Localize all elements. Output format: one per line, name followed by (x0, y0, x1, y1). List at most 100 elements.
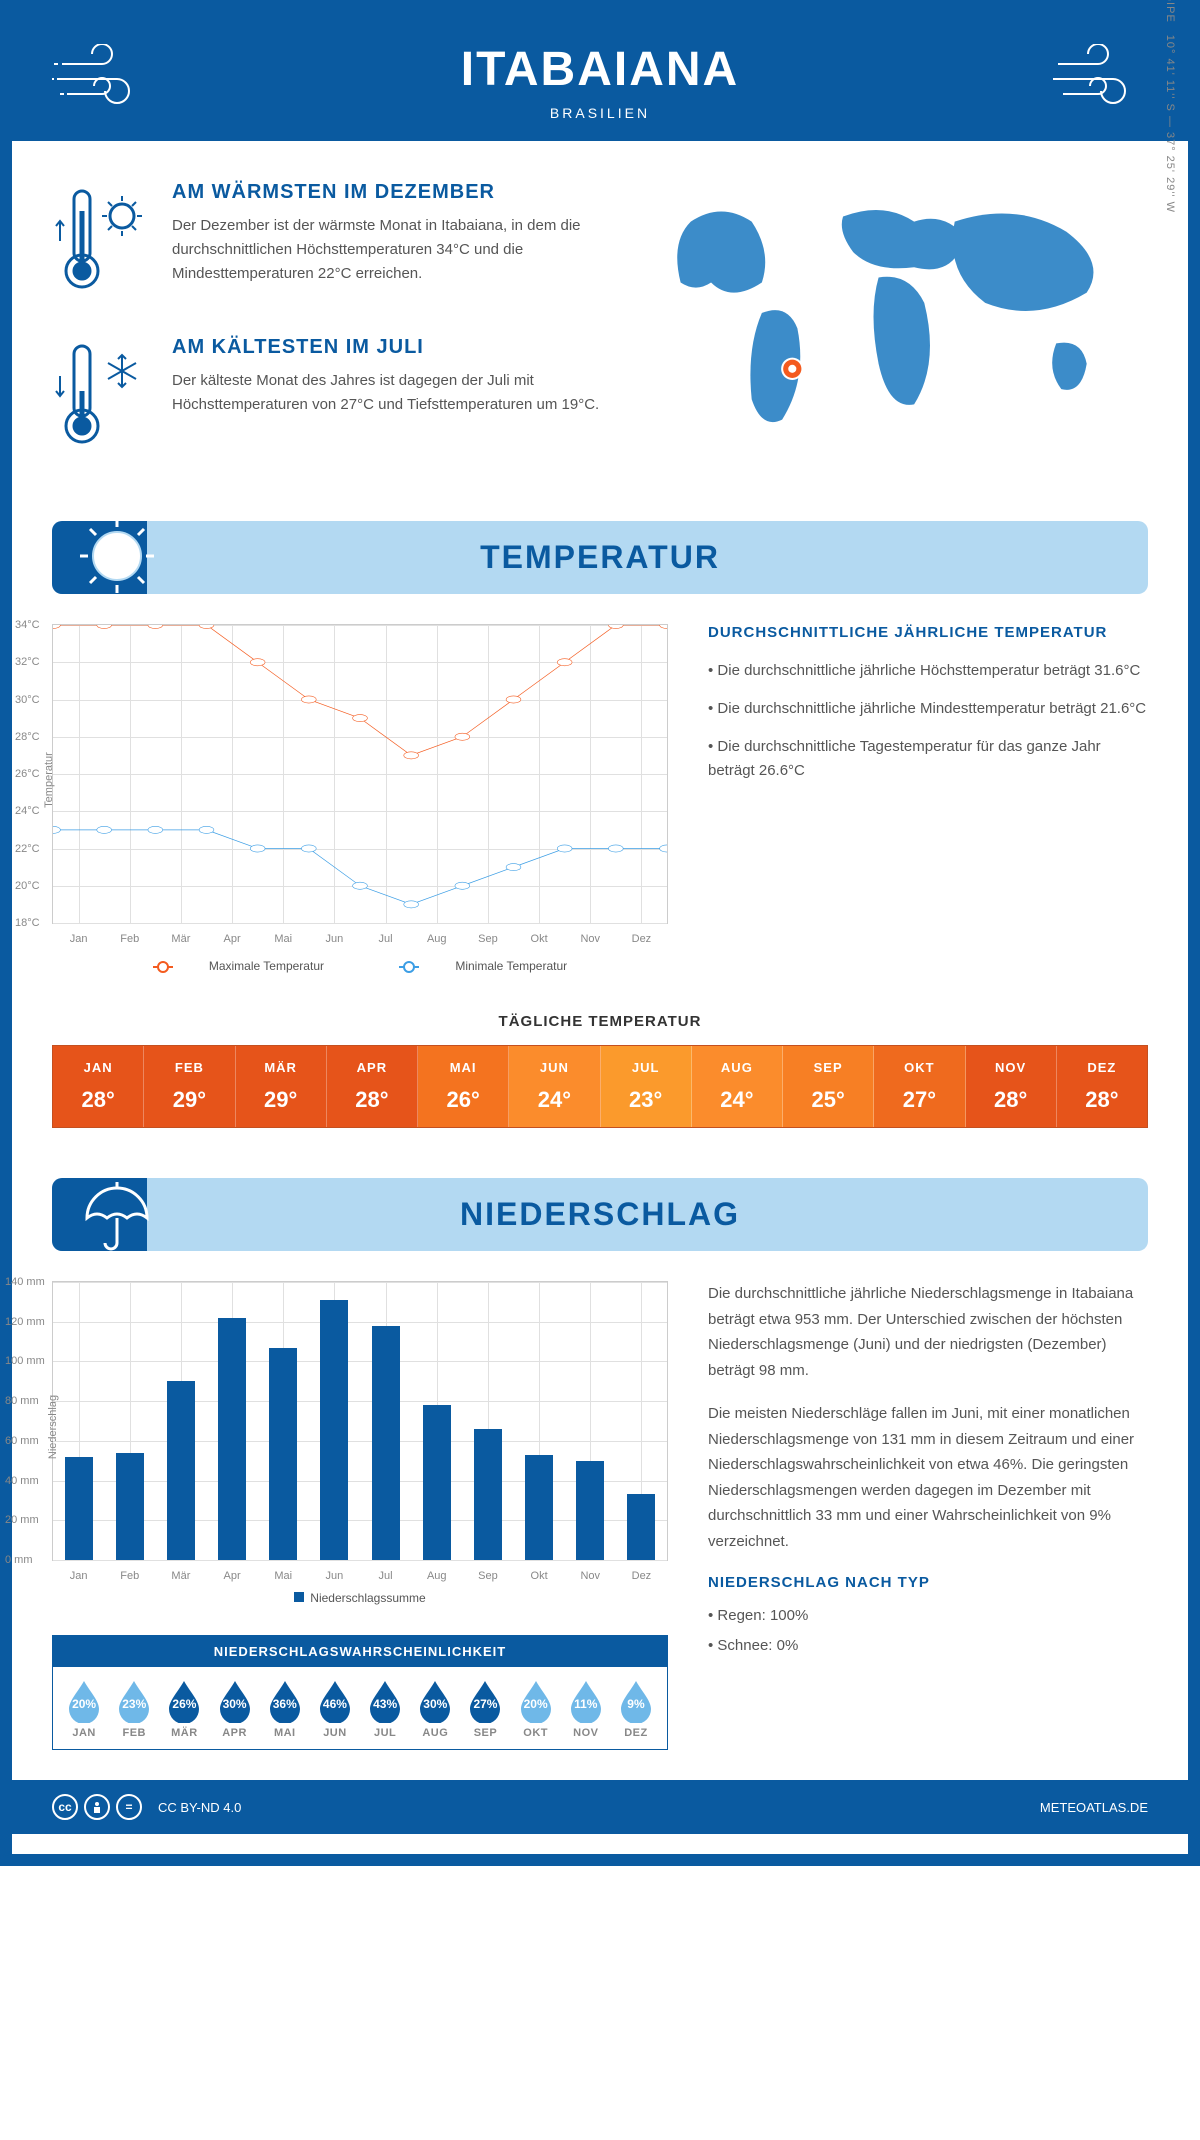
daily-value: 29° (240, 1087, 322, 1113)
prob-cell: 27% (460, 1679, 510, 1723)
wind-icon (1048, 44, 1148, 119)
daily-cell: SEP25° (783, 1046, 874, 1127)
prob-month: DEZ (611, 1727, 661, 1739)
y-tick: 40 mm (5, 1475, 39, 1487)
raindrop-icon: 46% (316, 1679, 354, 1723)
precip-bar (218, 1318, 246, 1560)
precip-p1: Die durchschnittliche jährliche Niedersc… (708, 1281, 1148, 1383)
thermometer-sun-icon (52, 181, 152, 306)
daily-cell: APR28° (327, 1046, 418, 1127)
raindrop-icon: 23% (115, 1679, 153, 1723)
raindrop-icon: 30% (216, 1679, 254, 1723)
y-tick: 0 mm (5, 1554, 33, 1566)
y-tick: 60 mm (5, 1435, 39, 1447)
x-tick: Dez (632, 1570, 652, 1582)
x-tick: Nov (580, 1570, 600, 1582)
daily-month: NOV (970, 1060, 1052, 1075)
y-tick: 28°C (15, 731, 40, 743)
x-tick: Mär (171, 1570, 190, 1582)
x-tick: Feb (120, 1570, 139, 1582)
daily-cell: MAI26° (418, 1046, 509, 1127)
daily-value: 28° (57, 1087, 139, 1113)
cc-icons: cc = CC BY-ND 4.0 (52, 1794, 241, 1820)
y-tick: 22°C (15, 843, 40, 855)
precip-legend: Niederschlagssumme (52, 1591, 668, 1605)
temperature-chart: Temperatur 18°C20°C22°C24°C26°C28°C30°C3… (52, 624, 668, 973)
y-tick: 100 mm (5, 1355, 45, 1367)
y-tick: 140 mm (5, 1276, 45, 1288)
prob-month: AUG (410, 1727, 460, 1739)
daily-cell: JUN24° (509, 1046, 600, 1127)
x-tick: Jul (379, 1570, 393, 1582)
precip-text: Die durchschnittliche jährliche Niedersc… (708, 1281, 1148, 1750)
country-label: BRASILIEN (152, 105, 1048, 121)
daily-value: 24° (513, 1087, 595, 1113)
daily-month: OKT (878, 1060, 960, 1075)
x-tick: Nov (580, 933, 600, 945)
y-tick: 24°C (15, 805, 40, 817)
temperature-banner: TEMPERATUR (52, 521, 1148, 594)
map-block: SERGIPE10° 41' 11'' S — 37° 25' 29'' W (640, 181, 1148, 491)
prob-cell: 20% (59, 1679, 109, 1723)
x-tick: Aug (427, 1570, 447, 1582)
y-tick: 34°C (15, 619, 40, 631)
daily-value: 26° (422, 1087, 504, 1113)
precip-bar (65, 1457, 93, 1560)
prob-cell: 30% (410, 1679, 460, 1723)
daily-cell: OKT27° (874, 1046, 965, 1127)
wind-icon (52, 44, 152, 119)
prob-cell: 20% (511, 1679, 561, 1723)
raindrop-icon: 9% (617, 1679, 655, 1723)
prob-month: MAI (260, 1727, 310, 1739)
daily-month: AUG (696, 1060, 778, 1075)
daily-value: 23° (605, 1087, 687, 1113)
coordinates: SERGIPE10° 41' 11'' S — 37° 25' 29'' W (1164, 0, 1176, 213)
precip-heading: NIEDERSCHLAG (82, 1196, 1118, 1233)
precip-type-bullet: • Regen: 100% (708, 1603, 1148, 1629)
x-tick: Mai (274, 1570, 292, 1582)
prob-month: SEP (460, 1727, 510, 1739)
daily-month: SEP (787, 1060, 869, 1075)
probability-box: NIEDERSCHLAGSWAHRSCHEINLICHKEIT 20%23%26… (52, 1635, 668, 1750)
temperature-text: DURCHSCHNITTLICHE JÄHRLICHE TEMPERATUR •… (708, 624, 1148, 973)
daily-cell: AUG24° (692, 1046, 783, 1127)
page-title: ITABAIANA (152, 42, 1048, 97)
raindrop-icon: 11% (567, 1679, 605, 1723)
x-tick: Mai (274, 933, 292, 945)
y-tick: 18°C (15, 917, 40, 929)
daily-cell: JAN28° (53, 1046, 144, 1127)
precip-bar (372, 1326, 400, 1560)
daily-cell: FEB29° (144, 1046, 235, 1127)
precip-bar (576, 1461, 604, 1560)
daily-cell: JUL23° (601, 1046, 692, 1127)
thermometer-snow-icon (52, 336, 152, 461)
precip-type-bullet: • Schnee: 0% (708, 1633, 1148, 1659)
cc-icon: cc (52, 1794, 78, 1820)
prob-month: NOV (561, 1727, 611, 1739)
cc-nd-icon: = (116, 1794, 142, 1820)
sun-icon (72, 511, 162, 601)
prob-cell: 43% (360, 1679, 410, 1723)
precip-bar (320, 1300, 348, 1560)
x-tick: Okt (531, 1570, 548, 1582)
prob-month: MÄR (159, 1727, 209, 1739)
precip-bar (474, 1429, 502, 1560)
x-tick: Feb (120, 933, 139, 945)
daily-cell: DEZ28° (1057, 1046, 1147, 1127)
prob-cell: 23% (109, 1679, 159, 1723)
y-tick: 30°C (15, 694, 40, 706)
precip-chart: Niederschlag 0 mm20 mm40 mm60 mm80 mm100… (52, 1281, 668, 1750)
x-tick: Dez (632, 933, 652, 945)
temp-legend: Maximale Temperatur Minimale Temperatur (52, 959, 668, 973)
site-name: METEOATLAS.DE (1040, 1800, 1148, 1815)
temp-bullet: • Die durchschnittliche Tagestemperatur … (708, 735, 1148, 783)
x-tick: Apr (224, 1570, 241, 1582)
x-tick: Sep (478, 1570, 498, 1582)
footer: cc = CC BY-ND 4.0 METEOATLAS.DE (12, 1780, 1188, 1834)
daily-month: MÄR (240, 1060, 322, 1075)
prob-cell: 11% (561, 1679, 611, 1723)
precip-banner: NIEDERSCHLAG (52, 1178, 1148, 1251)
raindrop-icon: 36% (266, 1679, 304, 1723)
y-tick: 20°C (15, 880, 40, 892)
daily-cell: NOV28° (966, 1046, 1057, 1127)
